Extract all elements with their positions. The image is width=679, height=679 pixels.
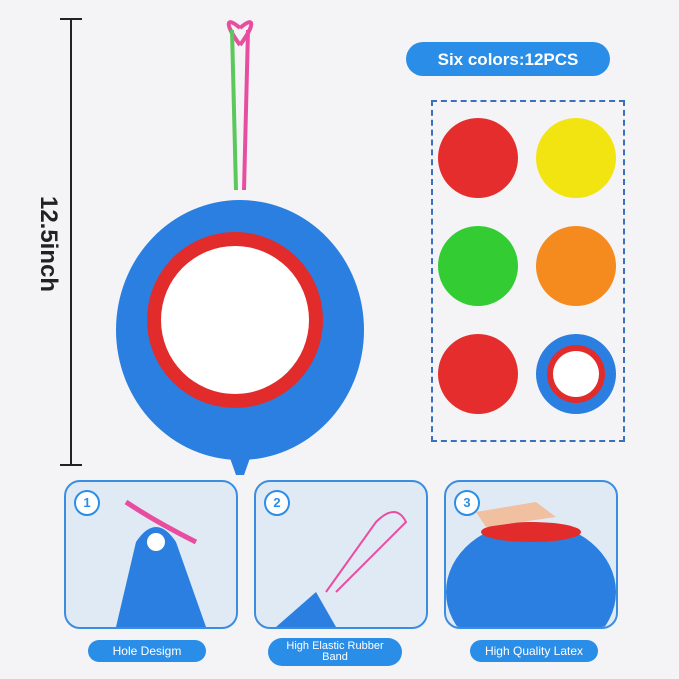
feature-label-2: High Elastic Rubber Band xyxy=(268,638,402,666)
balloon-color-grid xyxy=(438,118,616,414)
feature-panel-3: 3 xyxy=(444,480,618,629)
dimension-line xyxy=(70,18,72,466)
dimension-cap-bottom xyxy=(60,464,82,466)
color-grid xyxy=(431,100,625,442)
balloon-thumb xyxy=(438,334,518,414)
balloon-thumb xyxy=(438,118,518,198)
balloon-thumb xyxy=(536,226,616,306)
balloon-thumb xyxy=(536,118,616,198)
step-number: 3 xyxy=(454,490,480,516)
balloon-thumb xyxy=(438,226,518,306)
dimension-cap-top xyxy=(60,18,82,20)
step-number: 1 xyxy=(74,490,100,516)
balloon-ring xyxy=(553,351,599,397)
colors-badge: Six colors:12PCS xyxy=(406,42,610,76)
latex-image xyxy=(446,502,616,627)
feature-panel-1: 1 xyxy=(64,480,238,629)
step-number: 2 xyxy=(264,490,290,516)
rubber-band-image xyxy=(276,511,408,627)
feature-panel-2: 2 xyxy=(254,480,428,629)
hole-design-image xyxy=(116,499,206,627)
feature-label-1: Hole Desigm xyxy=(88,640,206,662)
dimension-label: 12.5inch xyxy=(35,195,62,293)
balloon-main xyxy=(116,20,364,475)
feature-label-3: High Quality Latex xyxy=(470,640,598,662)
